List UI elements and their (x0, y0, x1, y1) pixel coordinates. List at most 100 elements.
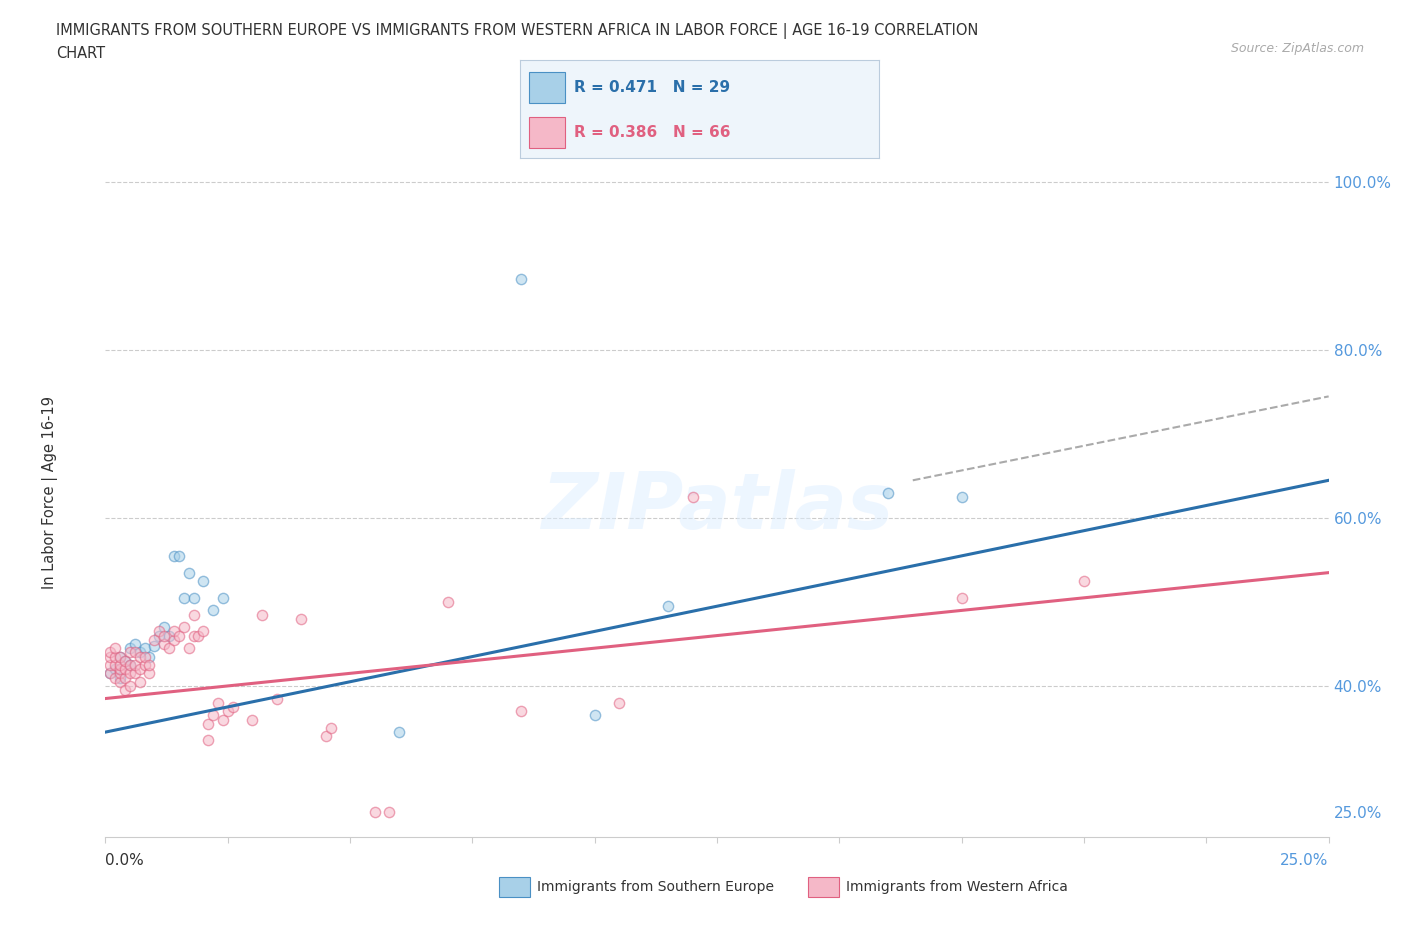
Point (134, 649, 156, 664)
Point (167, 628, 190, 643)
Point (124, 658, 146, 672)
Point (138, 658, 160, 672)
Point (128, 674, 150, 689)
Point (163, 632, 186, 647)
Point (193, 574, 215, 589)
Point (437, 594, 460, 609)
Point (118, 666, 141, 681)
Point (167, 549, 190, 564)
Point (118, 658, 141, 672)
Point (104, 649, 127, 664)
Point (108, 662, 131, 677)
Point (319, 721, 342, 736)
Point (98, 666, 121, 681)
Point (153, 636, 176, 651)
Point (187, 628, 209, 643)
Point (177, 641, 200, 656)
Point (134, 641, 156, 656)
Point (143, 632, 166, 647)
Point (290, 611, 312, 626)
Point (114, 671, 136, 685)
Point (363, 804, 385, 819)
Point (212, 591, 235, 605)
Point (108, 666, 131, 681)
Text: 0.0%: 0.0% (105, 853, 145, 868)
Point (104, 641, 127, 656)
Text: In Labor Force | Age 16-19: In Labor Force | Age 16-19 (42, 396, 59, 590)
Text: CHART: CHART (56, 46, 105, 61)
Point (118, 644, 141, 659)
Point (183, 628, 205, 643)
Text: R = 0.471   N = 29: R = 0.471 N = 29 (574, 80, 730, 95)
Point (240, 712, 263, 727)
Point (157, 628, 180, 643)
Point (108, 649, 131, 664)
Point (118, 679, 141, 694)
Point (124, 636, 146, 651)
Point (163, 549, 186, 564)
Point (950, 490, 973, 505)
Point (163, 624, 186, 639)
Point (128, 662, 150, 677)
Point (197, 716, 219, 731)
Point (173, 591, 195, 605)
Point (98, 649, 121, 664)
Text: R = 0.386   N = 66: R = 0.386 N = 66 (574, 126, 731, 140)
Point (98, 644, 121, 659)
Point (143, 638, 166, 653)
Point (212, 712, 235, 727)
Point (217, 704, 239, 719)
Point (877, 485, 900, 500)
Point (682, 490, 704, 505)
Point (266, 691, 288, 706)
Point (153, 628, 176, 643)
Point (104, 662, 127, 677)
Point (388, 724, 411, 739)
FancyBboxPatch shape (529, 73, 565, 103)
Point (197, 733, 219, 748)
Point (114, 683, 136, 698)
Point (950, 591, 973, 605)
Point (1073, 574, 1095, 589)
Point (250, 607, 273, 622)
Point (510, 704, 533, 719)
Point (114, 653, 136, 668)
Point (138, 666, 160, 681)
Point (108, 658, 131, 672)
Point (183, 591, 205, 605)
Point (157, 641, 180, 656)
Text: Immigrants from Western Africa: Immigrants from Western Africa (846, 880, 1069, 895)
Point (202, 603, 225, 618)
Point (98, 666, 121, 681)
Point (202, 708, 225, 723)
Point (583, 708, 606, 723)
Point (128, 649, 150, 664)
Point (138, 649, 160, 664)
Point (134, 658, 156, 672)
Point (98, 658, 121, 672)
Point (148, 624, 170, 639)
Point (657, 599, 679, 614)
Text: ZIPatlas: ZIPatlas (541, 469, 893, 545)
Point (108, 649, 131, 664)
Point (124, 666, 146, 681)
Point (104, 671, 127, 685)
Point (114, 653, 136, 668)
Point (124, 644, 146, 659)
Point (108, 671, 131, 685)
Point (607, 696, 630, 711)
Point (207, 696, 229, 711)
Point (510, 272, 533, 286)
FancyBboxPatch shape (529, 117, 565, 149)
Text: Source: ZipAtlas.com: Source: ZipAtlas.com (1230, 42, 1364, 55)
Point (118, 658, 141, 672)
Point (173, 619, 195, 634)
Point (148, 628, 170, 643)
Point (378, 804, 401, 819)
Point (221, 699, 243, 714)
Text: Immigrants from Southern Europe: Immigrants from Southern Europe (537, 880, 775, 895)
Text: IMMIGRANTS FROM SOUTHERN EUROPE VS IMMIGRANTS FROM WESTERN AFRICA IN LABOR FORCE: IMMIGRANTS FROM SOUTHERN EUROPE VS IMMIG… (56, 23, 979, 39)
Point (104, 658, 127, 672)
Point (315, 729, 337, 744)
Text: 25.0%: 25.0% (1281, 853, 1329, 868)
